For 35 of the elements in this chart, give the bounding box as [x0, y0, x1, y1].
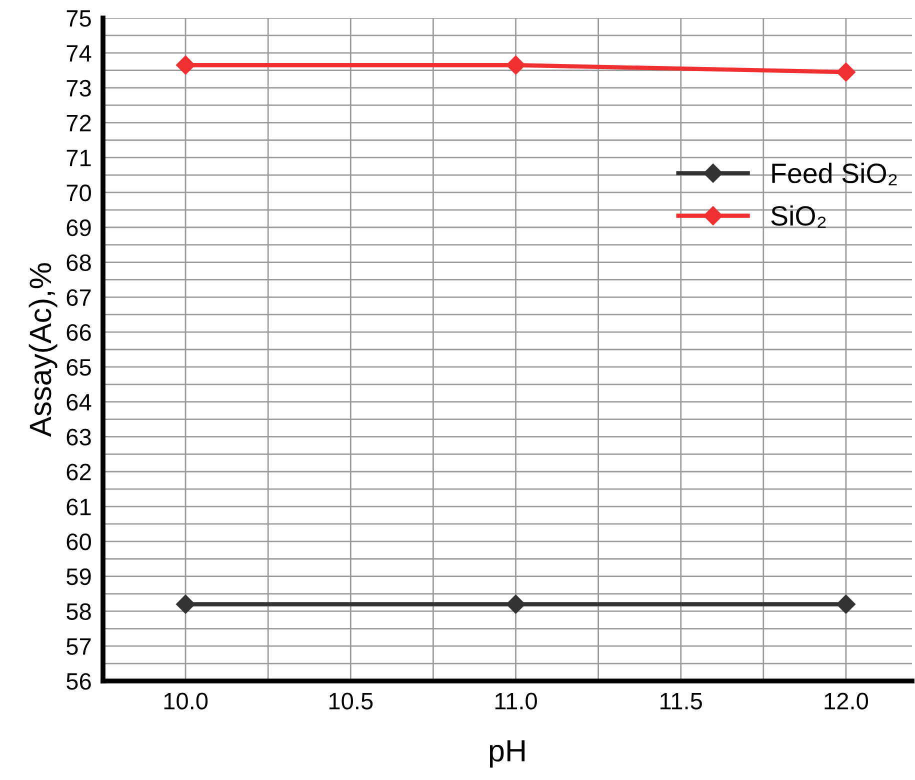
y-tick-label: 69	[66, 219, 91, 236]
y-tick-label: 66	[66, 324, 91, 341]
x-tick-label: 11.0	[495, 692, 537, 710]
y-tick-label: 73	[66, 80, 91, 97]
point	[506, 56, 526, 75]
y-tick-label: 59	[66, 568, 91, 586]
point	[176, 56, 196, 75]
y-tick-label: 67	[66, 289, 91, 306]
y-tick-label: 56	[66, 673, 91, 690]
y-tick-label: 63	[66, 428, 91, 446]
legend-label: Feed SiO₂	[772, 162, 897, 186]
y-tick-label: 60	[66, 533, 91, 550]
y-tick-label: 57	[66, 638, 91, 655]
legend-label: SiO₂	[771, 205, 826, 228]
y-tick-label: 61	[66, 498, 91, 516]
x-tick-label: 10.5	[329, 692, 373, 710]
x-tick-label: 10.0	[164, 692, 208, 710]
y-tick-label: 72	[66, 114, 91, 132]
y-tick-label: 64	[66, 394, 92, 411]
y-tick-label: 58	[66, 603, 91, 620]
y-tick-label: 75	[66, 10, 91, 27]
y-tick-label: 71	[66, 150, 91, 166]
y-axis-title: Assay(Ac),%	[28, 263, 58, 437]
x-axis-title: pH	[490, 740, 525, 768]
point	[836, 62, 856, 82]
point	[506, 594, 526, 614]
y-tick-label: 65	[66, 359, 91, 376]
point	[836, 594, 856, 614]
y-tick-label: 62	[66, 464, 91, 480]
y-tick-label: 74	[66, 45, 92, 62]
x-tick-label: 12.0	[824, 692, 868, 710]
x-tick-label: 11.5	[660, 692, 702, 710]
y-tick-label: 68	[66, 254, 91, 272]
point	[176, 594, 196, 614]
y-tick-label: 70	[66, 184, 91, 202]
